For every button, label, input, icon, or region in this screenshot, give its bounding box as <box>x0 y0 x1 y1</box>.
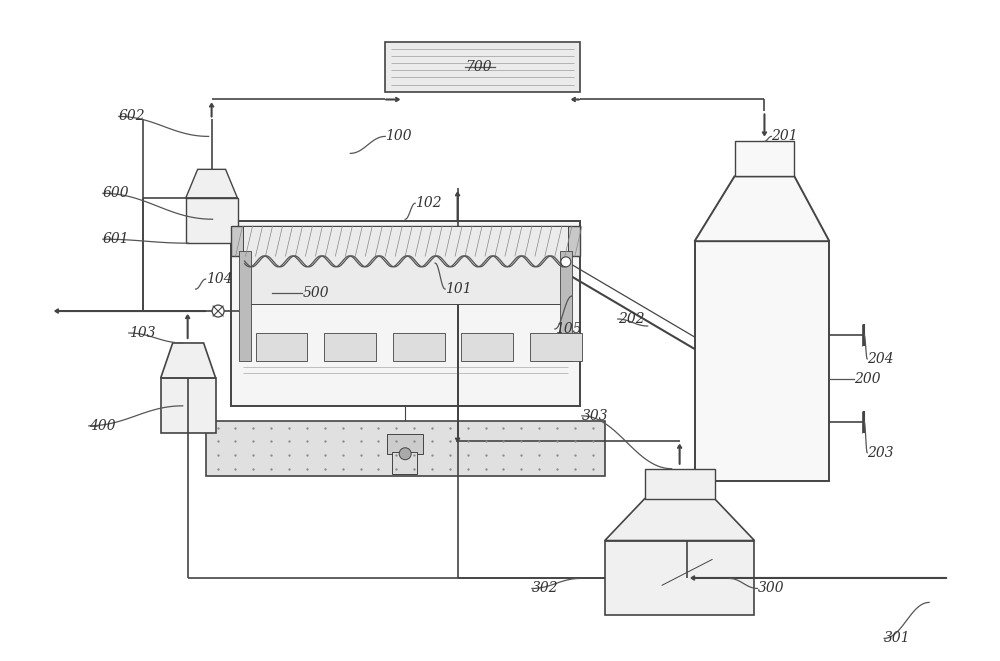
Bar <box>206 421 605 476</box>
Bar <box>256 333 307 361</box>
Bar <box>530 333 582 361</box>
Bar <box>385 42 580 91</box>
Text: 103: 103 <box>129 326 155 340</box>
Text: 203: 203 <box>867 446 894 460</box>
Bar <box>393 333 445 361</box>
Text: 400: 400 <box>89 419 115 433</box>
Text: 500: 500 <box>302 286 329 300</box>
Text: 600: 600 <box>103 186 129 200</box>
Bar <box>324 333 376 361</box>
Text: 201: 201 <box>771 130 798 143</box>
Bar <box>645 469 715 498</box>
Bar <box>239 251 251 361</box>
Polygon shape <box>161 343 216 378</box>
Bar <box>231 221 580 406</box>
Circle shape <box>561 257 571 267</box>
Bar <box>243 226 568 304</box>
Circle shape <box>212 305 224 317</box>
Text: 300: 300 <box>757 582 784 596</box>
Text: 202: 202 <box>618 312 644 326</box>
Text: 102: 102 <box>415 196 442 210</box>
Text: 104: 104 <box>206 272 232 286</box>
Text: 101: 101 <box>445 282 472 296</box>
Bar <box>735 141 794 176</box>
Bar <box>231 226 580 256</box>
Bar <box>605 541 754 615</box>
Text: 100: 100 <box>385 130 412 143</box>
Text: 602: 602 <box>119 110 145 124</box>
Bar <box>392 451 417 474</box>
Bar <box>161 378 216 433</box>
Text: 601: 601 <box>103 232 129 246</box>
Polygon shape <box>695 176 829 241</box>
Text: 700: 700 <box>465 59 492 73</box>
Text: 301: 301 <box>884 631 911 645</box>
Text: 105: 105 <box>555 322 582 336</box>
Bar <box>560 251 572 361</box>
Bar <box>461 333 513 361</box>
Bar <box>387 434 423 453</box>
Bar <box>695 241 829 481</box>
Bar <box>186 198 238 243</box>
Text: 303: 303 <box>582 408 608 423</box>
Text: 204: 204 <box>867 352 894 366</box>
Text: 302: 302 <box>532 582 559 596</box>
Text: 200: 200 <box>854 372 881 386</box>
Polygon shape <box>605 498 754 541</box>
Circle shape <box>399 447 411 460</box>
Polygon shape <box>186 169 238 198</box>
